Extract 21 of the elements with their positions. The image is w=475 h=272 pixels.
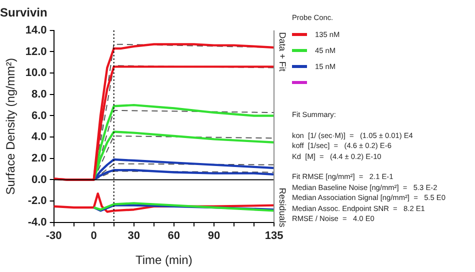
x-tick-label: 0: [90, 230, 97, 242]
y-axis-title: Surface Density (ng/mm²): [4, 58, 18, 195]
y-tick-label: 14.0: [25, 24, 47, 36]
y-tick-label: 8.0: [32, 88, 47, 100]
y-tick-label: 0.0: [32, 174, 47, 186]
x-tick-label: -30: [46, 230, 62, 242]
text: Data + Fit: [278, 32, 288, 72]
y-tick-label: 4.0: [32, 131, 47, 144]
y-tick-label: -2.0: [28, 195, 47, 208]
y-tick-label: 2.0: [32, 152, 47, 164]
x-tick-label: 135: [264, 230, 284, 242]
x-tick-label: 60: [168, 230, 180, 242]
chart-title: Survivin: [0, 6, 48, 20]
x-tick-label: 30: [128, 230, 140, 242]
text: Residuals: [278, 188, 288, 228]
y-tick-label: 10.0: [25, 67, 47, 80]
x-tick-label: 90: [208, 230, 220, 242]
x-axis-title: Time (min): [135, 253, 192, 268]
y-tick-label: -4.0: [28, 216, 47, 228]
y-tick-label: 6.0: [32, 110, 47, 122]
y-tick-label: 12.0: [25, 46, 47, 58]
